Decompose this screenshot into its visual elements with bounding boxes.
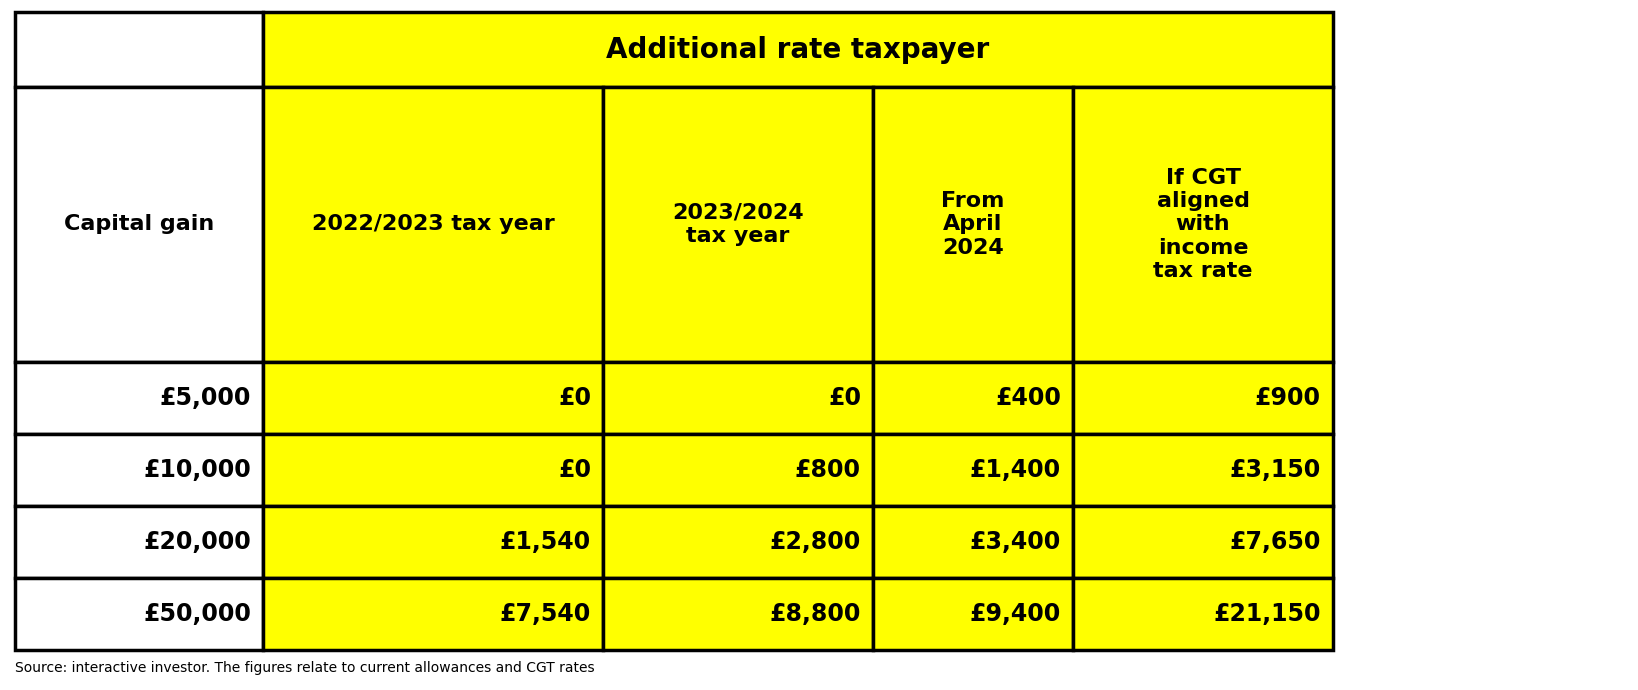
- Text: £400: £400: [996, 386, 1061, 410]
- Text: £0: £0: [559, 458, 591, 482]
- Text: £3,400: £3,400: [970, 530, 1061, 554]
- Bar: [15, 362, 264, 434]
- Bar: [603, 87, 873, 362]
- Text: 2022/2023 tax year: 2022/2023 tax year: [311, 215, 554, 235]
- Bar: [264, 434, 603, 506]
- Bar: [1073, 362, 1333, 434]
- Bar: [15, 434, 264, 506]
- Text: £800: £800: [794, 458, 862, 482]
- Text: From
April
2024: From April 2024: [942, 191, 1004, 257]
- Bar: [264, 506, 603, 578]
- Bar: [873, 362, 1073, 434]
- Bar: [15, 506, 264, 578]
- Text: £50,000: £50,000: [143, 602, 251, 626]
- Bar: [15, 87, 264, 362]
- Bar: [1073, 578, 1333, 650]
- Bar: [603, 506, 873, 578]
- Text: £20,000: £20,000: [143, 530, 251, 554]
- Text: £7,650: £7,650: [1230, 530, 1320, 554]
- Bar: [15, 578, 264, 650]
- Bar: [15, 12, 264, 87]
- Text: If CGT
aligned
with
income
tax rate: If CGT aligned with income tax rate: [1153, 168, 1253, 281]
- Text: £0: £0: [827, 386, 862, 410]
- Text: £2,800: £2,800: [770, 530, 862, 554]
- Bar: [264, 578, 603, 650]
- Text: £10,000: £10,000: [143, 458, 251, 482]
- Bar: [873, 506, 1073, 578]
- Bar: [873, 434, 1073, 506]
- Bar: [1073, 434, 1333, 506]
- Bar: [264, 12, 1333, 87]
- Bar: [873, 87, 1073, 362]
- Bar: [603, 434, 873, 506]
- Text: £9,400: £9,400: [970, 602, 1061, 626]
- Bar: [264, 362, 603, 434]
- Bar: [603, 578, 873, 650]
- Text: £21,150: £21,150: [1214, 602, 1320, 626]
- Bar: [1073, 506, 1333, 578]
- Text: £3,150: £3,150: [1230, 458, 1320, 482]
- Text: £900: £900: [1255, 386, 1320, 410]
- Text: £8,800: £8,800: [770, 602, 862, 626]
- Text: £7,540: £7,540: [500, 602, 591, 626]
- Text: Capital gain: Capital gain: [64, 215, 215, 235]
- Text: Source: interactive investor. The figures relate to current allowances and CGT r: Source: interactive investor. The figure…: [15, 661, 595, 675]
- Text: £0: £0: [559, 386, 591, 410]
- Text: £1,540: £1,540: [500, 530, 591, 554]
- Bar: [873, 578, 1073, 650]
- Text: 2023/2024
tax year: 2023/2024 tax year: [672, 203, 804, 246]
- Bar: [264, 87, 603, 362]
- Text: £5,000: £5,000: [159, 386, 251, 410]
- Bar: [603, 362, 873, 434]
- Text: Additional rate taxpayer: Additional rate taxpayer: [606, 35, 989, 63]
- Text: £1,400: £1,400: [970, 458, 1061, 482]
- Bar: [1073, 87, 1333, 362]
